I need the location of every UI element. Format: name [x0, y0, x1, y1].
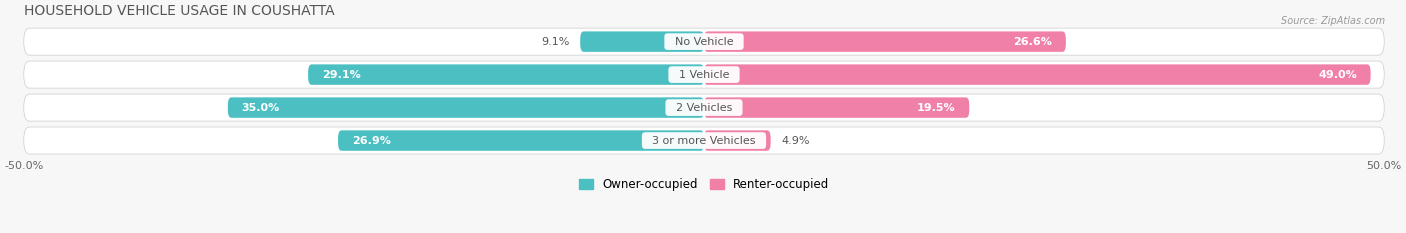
FancyBboxPatch shape	[704, 130, 770, 151]
Text: 1 Vehicle: 1 Vehicle	[672, 70, 737, 80]
FancyBboxPatch shape	[337, 130, 704, 151]
FancyBboxPatch shape	[228, 97, 704, 118]
FancyBboxPatch shape	[704, 97, 969, 118]
Text: 4.9%: 4.9%	[782, 136, 810, 146]
FancyBboxPatch shape	[704, 31, 1066, 52]
Text: HOUSEHOLD VEHICLE USAGE IN COUSHATTA: HOUSEHOLD VEHICLE USAGE IN COUSHATTA	[24, 4, 335, 18]
Text: Source: ZipAtlas.com: Source: ZipAtlas.com	[1281, 16, 1385, 26]
FancyBboxPatch shape	[581, 31, 704, 52]
Text: 9.1%: 9.1%	[541, 37, 569, 47]
Text: 19.5%: 19.5%	[917, 103, 956, 113]
Text: 35.0%: 35.0%	[242, 103, 280, 113]
Text: 26.6%: 26.6%	[1014, 37, 1052, 47]
Legend: Owner-occupied, Renter-occupied: Owner-occupied, Renter-occupied	[574, 174, 834, 196]
FancyBboxPatch shape	[24, 28, 1385, 55]
FancyBboxPatch shape	[24, 61, 1385, 88]
FancyBboxPatch shape	[24, 127, 1385, 154]
Text: 3 or more Vehicles: 3 or more Vehicles	[645, 136, 762, 146]
Text: 29.1%: 29.1%	[322, 70, 360, 80]
FancyBboxPatch shape	[308, 64, 704, 85]
Text: 2 Vehicles: 2 Vehicles	[669, 103, 740, 113]
Text: 26.9%: 26.9%	[352, 136, 391, 146]
Text: 49.0%: 49.0%	[1319, 70, 1357, 80]
Text: No Vehicle: No Vehicle	[668, 37, 741, 47]
FancyBboxPatch shape	[704, 64, 1371, 85]
FancyBboxPatch shape	[24, 94, 1385, 121]
